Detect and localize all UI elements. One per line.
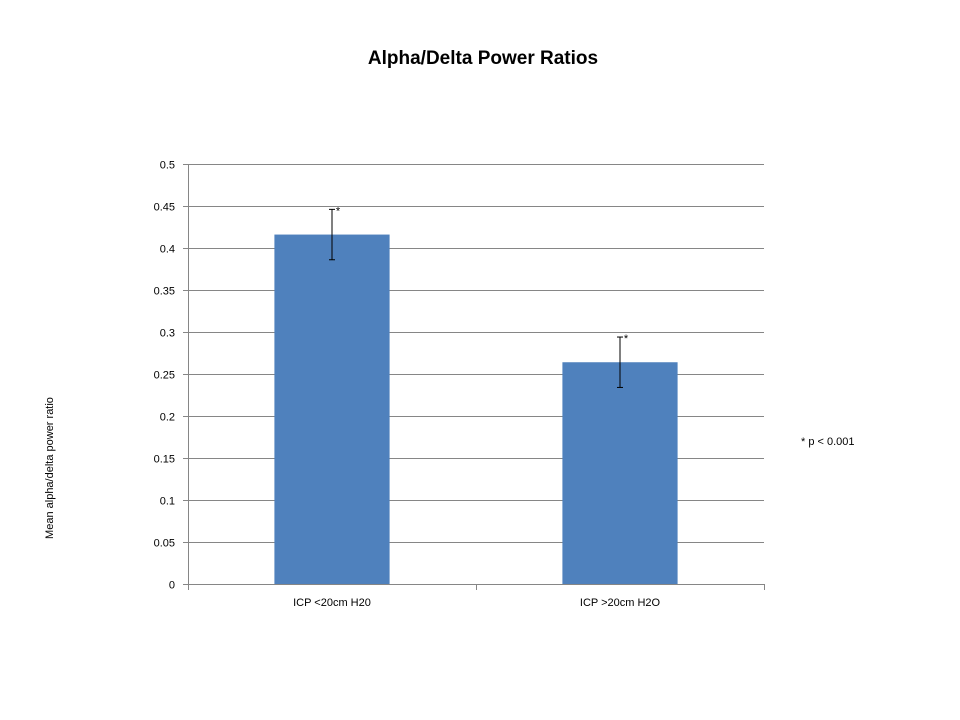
y-tick-label: 0.05 (154, 538, 175, 550)
y-tick-label: 0.3 (160, 328, 175, 340)
x-category-label: ICP >20cm H2O (580, 597, 661, 609)
bar (562, 362, 678, 584)
y-tick-label: 0.35 (154, 286, 175, 298)
y-tick-label: 0.2 (160, 412, 175, 424)
y-tick-label: 0.5 (160, 160, 175, 172)
significance-marker: * (624, 333, 629, 345)
x-category-label: ICP <20cm H20 (293, 597, 371, 609)
chart-title: Alpha/Delta Power Ratios (368, 48, 598, 69)
y-tick-label: 0.45 (154, 202, 175, 214)
y-axis-label: Mean alpha/delta power ratio (44, 397, 56, 539)
y-tick-label: 0.15 (154, 454, 175, 466)
y-tick-label: 0.4 (160, 244, 175, 256)
bars: ** (274, 205, 678, 584)
significance-marker: * (336, 205, 341, 217)
axes: 0 0.05 0.1 0.15 0.2 0.25 0.3 0.35 0.4 0.45 0.5 ICP … (154, 160, 765, 609)
y-tick-label: 0.1 (160, 496, 175, 508)
bar (274, 234, 390, 584)
y-tick-label: 0.25 (154, 370, 175, 382)
y-tick-label: 0 (169, 580, 175, 592)
significance-note: * p < 0.001 (801, 436, 855, 448)
